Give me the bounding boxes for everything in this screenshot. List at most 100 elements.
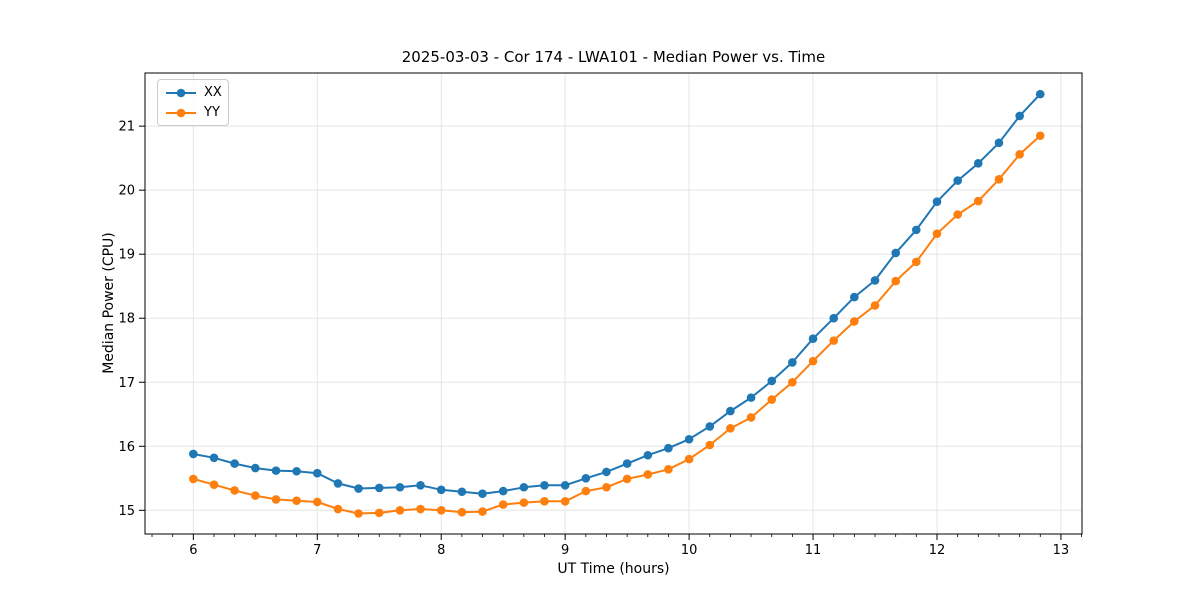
y-tick-label: 18 — [118, 312, 135, 327]
data-point-xx — [498, 486, 508, 496]
data-point-yy — [1035, 131, 1045, 141]
data-point-yy — [684, 454, 694, 464]
data-point-xx — [230, 459, 239, 468]
data-point-xx — [416, 481, 425, 490]
data-point-xx — [643, 450, 653, 460]
data-point-yy — [643, 470, 653, 479]
data-point-xx — [911, 225, 921, 235]
data-point-xx — [684, 434, 694, 444]
legend-label-yy: YY — [204, 105, 220, 120]
data-point-xx — [560, 481, 570, 490]
data-point-yy — [911, 257, 921, 267]
data-point-yy — [292, 496, 301, 506]
data-point-yy — [808, 356, 818, 366]
data-point-xx — [932, 197, 942, 206]
data-point-xx — [395, 482, 405, 492]
x-tick-label: 7 — [313, 543, 321, 558]
legend: XX YY — [157, 79, 229, 126]
x-tick-label: 11 — [805, 543, 822, 558]
data-point-xx — [436, 485, 446, 495]
x-tick-label: 12 — [929, 543, 946, 558]
data-point-yy — [746, 413, 756, 422]
x-tick-label: 13 — [1053, 543, 1070, 558]
data-point-yy — [1015, 150, 1024, 159]
y-tick-label: 15 — [118, 504, 135, 519]
chart-title: 2025-03-03 - Cor 174 - LWA101 - Median P… — [401, 48, 826, 66]
data-point-xx — [602, 467, 611, 477]
data-point-xx — [478, 489, 487, 498]
legend-item-xx: XX — [165, 84, 222, 101]
data-point-xx — [519, 482, 529, 492]
data-point-yy — [829, 336, 839, 345]
data-point-yy — [953, 210, 962, 219]
data-point-xx — [953, 176, 962, 185]
data-point-xx — [767, 376, 777, 386]
y-tick-label: 17 — [118, 376, 135, 391]
data-point-yy — [189, 474, 198, 484]
x-tick-label: 9 — [561, 543, 569, 558]
data-point-yy — [994, 174, 1004, 184]
data-point-yy — [374, 508, 384, 518]
data-point-xx — [312, 468, 322, 478]
data-point-xx — [705, 422, 715, 431]
data-point-yy — [395, 506, 405, 515]
y-tick-label: 21 — [118, 120, 135, 135]
data-point-yy — [622, 474, 632, 484]
data-point-yy — [209, 480, 219, 489]
data-point-xx — [664, 443, 673, 453]
data-point-xx — [292, 466, 301, 476]
data-point-yy — [416, 504, 425, 514]
data-point-yy — [726, 424, 735, 433]
data-point-xx — [622, 459, 632, 468]
data-point-yy — [767, 395, 777, 404]
data-point-xx — [994, 138, 1004, 148]
data-point-xx — [271, 466, 281, 475]
data-point-xx — [973, 158, 983, 168]
series-line-xx — [193, 93, 1041, 495]
data-point-xx — [209, 453, 219, 463]
x-tick-label: 10 — [681, 543, 698, 558]
data-point-xx — [746, 393, 756, 402]
data-point-xx — [457, 487, 467, 497]
legend-item-yy: YY — [165, 104, 220, 121]
data-point-yy — [271, 495, 281, 504]
y-tick-label: 20 — [118, 184, 135, 199]
data-point-yy — [560, 497, 570, 506]
data-point-yy — [498, 500, 508, 509]
data-point-xx — [850, 292, 859, 302]
y-axis-label: Median Power (CPU) — [101, 232, 117, 374]
x-tick-label: 8 — [437, 543, 445, 558]
data-point-yy — [891, 276, 901, 286]
data-point-xx — [581, 473, 591, 483]
data-point-yy — [932, 229, 942, 239]
data-point-yy — [581, 486, 591, 496]
data-point-xx — [870, 276, 880, 285]
data-point-yy — [602, 482, 611, 492]
data-point-yy — [850, 317, 859, 326]
y-tick-label: 16 — [118, 440, 135, 455]
data-point-yy — [788, 377, 797, 387]
data-point-yy — [230, 486, 239, 495]
line-marker-icon — [166, 88, 196, 97]
data-point-xx — [251, 463, 260, 473]
line-marker-icon — [166, 108, 196, 117]
data-point-yy — [312, 497, 322, 507]
legend-label-xx: XX — [204, 85, 222, 100]
data-point-yy — [664, 465, 673, 474]
x-axis-label: UT Time (hours) — [557, 561, 670, 577]
data-point-xx — [788, 358, 797, 367]
data-point-xx — [829, 313, 839, 323]
axes-frame — [144, 72, 1083, 535]
data-point-yy — [457, 507, 467, 517]
data-point-yy — [478, 507, 487, 516]
data-point-yy — [251, 491, 260, 500]
series-line-yy — [193, 134, 1041, 515]
data-point-xx — [1015, 111, 1024, 121]
data-point-xx — [1035, 89, 1045, 99]
data-point-xx — [726, 406, 735, 416]
data-point-xx — [540, 481, 549, 490]
data-point-yy — [436, 506, 446, 515]
data-point-yy — [519, 498, 529, 507]
data-point-xx — [808, 334, 818, 344]
